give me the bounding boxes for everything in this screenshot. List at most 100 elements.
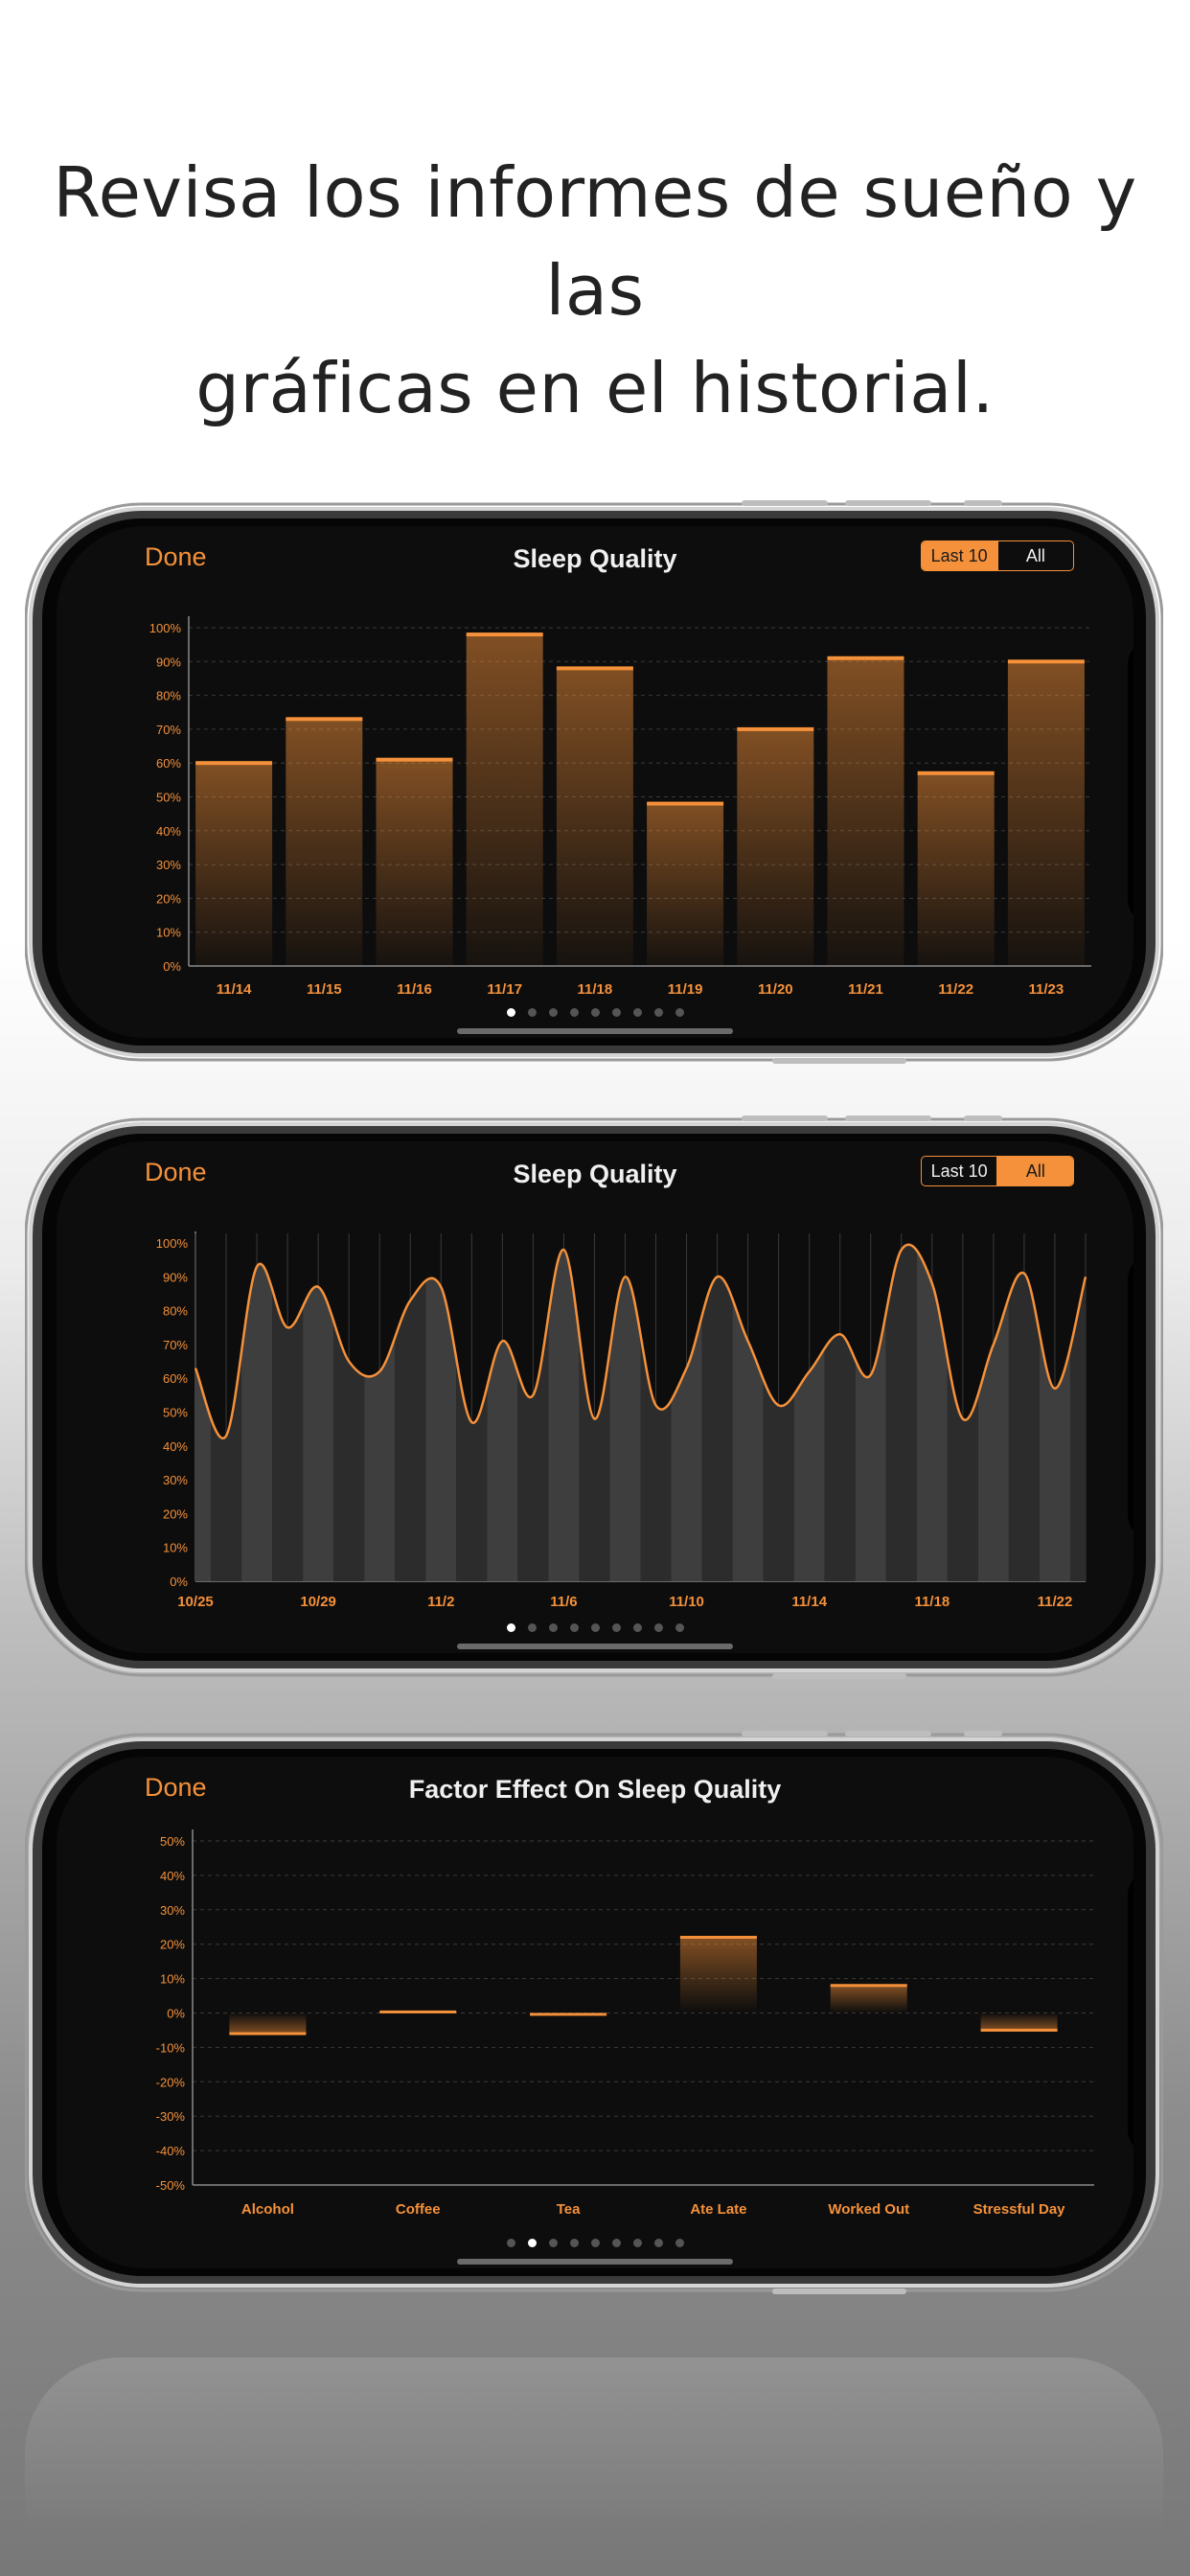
page-dot[interactable]: [569, 2239, 579, 2247]
page-indicator[interactable]: [57, 1008, 1133, 1017]
bezel-outer-edge: [25, 502, 1163, 1062]
page-dot[interactable]: [632, 1623, 642, 1632]
y-tick-label: 20%: [156, 891, 181, 906]
area-column: [425, 1244, 457, 1581]
y-tick-label: 10%: [163, 1541, 188, 1555]
page-dot[interactable]: [506, 2239, 515, 2247]
segment-all[interactable]: All: [1025, 545, 1045, 565]
page-dot[interactable]: [590, 1008, 600, 1017]
home-indicator[interactable]: [457, 1028, 733, 1034]
x-tick-label: 11/10: [669, 1594, 704, 1610]
bar: [827, 657, 904, 966]
home-indicator[interactable]: [457, 1644, 733, 1649]
page-dot[interactable]: [527, 1623, 537, 1632]
bar: [195, 763, 273, 966]
x-tick-label: 11/21: [848, 981, 883, 998]
mute-switch: [964, 1731, 1002, 1736]
area-column: [916, 1244, 948, 1581]
range-segmented-control[interactable]: Last 10 All: [921, 1156, 1074, 1186]
bar: [286, 719, 363, 966]
page-dot[interactable]: [675, 1008, 684, 1017]
bezel-outer-edge: [25, 1733, 1163, 2292]
page-dot[interactable]: [527, 1008, 537, 1017]
y-tick-label: 40%: [163, 1439, 188, 1454]
y-tick-label: -20%: [156, 2075, 186, 2089]
volume-button: [742, 500, 828, 506]
page-dot[interactable]: [675, 1623, 684, 1632]
y-tick-label: 30%: [163, 1473, 188, 1487]
done-button[interactable]: Done: [145, 1158, 207, 1186]
headline-line-1: Revisa los informes de sueño y las: [53, 152, 1137, 331]
area-column: [241, 1244, 273, 1581]
page-dot[interactable]: [632, 2239, 642, 2247]
page-dot[interactable]: [653, 1623, 663, 1632]
page-dot[interactable]: [675, 2239, 684, 2247]
area-column: [303, 1244, 334, 1581]
page-dot[interactable]: [611, 1008, 621, 1017]
page-indicator[interactable]: [57, 1623, 1133, 1632]
x-tick-label: 10/29: [300, 1594, 336, 1610]
bar: [376, 759, 453, 966]
area-column: [885, 1244, 917, 1581]
phone-screen: 0% 10% 20% 30% 40% 50% 60% 70% 80% 90% 100% 10/25 10…: [57, 1141, 1133, 1653]
headline: Revisa los informes de sueño y las gráfi…: [0, 144, 1190, 437]
sleep-quality-bar-chart: 0% 10% 20% 30% 40% 50% 60% 70% 80% 90% 100% 11/14 11…: [149, 616, 1133, 998]
page-dot[interactable]: [548, 2239, 558, 2247]
y-tick-label: 30%: [156, 858, 181, 872]
page-dot[interactable]: [590, 1623, 600, 1632]
page-dot[interactable]: [653, 1008, 663, 1017]
page-indicator[interactable]: [57, 2239, 1133, 2247]
area-column: [1008, 1244, 1040, 1581]
page-dot[interactable]: [653, 2239, 663, 2247]
segment-last-10[interactable]: Last 10: [930, 1161, 988, 1181]
x-tick-label: 10/25: [177, 1594, 214, 1610]
bar-cap: [229, 2032, 307, 2036]
done-button[interactable]: Done: [145, 1773, 207, 1802]
bar: [830, 1985, 907, 2013]
volume-button: [845, 1116, 931, 1121]
done-button[interactable]: Done: [145, 542, 207, 571]
bar-cap: [1007, 659, 1085, 664]
y-tick-label: 70%: [163, 1338, 188, 1352]
y-tick-label: 50%: [156, 791, 181, 805]
bar: [556, 668, 633, 966]
bar: [466, 634, 543, 966]
x-tick-label: 11/6: [550, 1594, 577, 1610]
bar-cap: [376, 757, 453, 762]
headline-line-2: gráficas en el historial.: [195, 348, 995, 428]
page-dot[interactable]: [632, 1008, 642, 1017]
mute-switch: [964, 1116, 1002, 1121]
x-tick-label: Tea: [557, 2201, 581, 2218]
y-tick-label: 50%: [160, 1834, 185, 1849]
x-tick-label: Ate Late: [690, 2201, 746, 2218]
bar-cap: [379, 2010, 457, 2013]
area-fill: [195, 1244, 1086, 1581]
page-dot[interactable]: [548, 1008, 558, 1017]
sensor-notch: [1128, 648, 1133, 916]
segment-last-10[interactable]: Last 10: [922, 541, 997, 570]
page-dot[interactable]: [527, 2239, 537, 2247]
home-indicator[interactable]: [457, 2259, 733, 2265]
bezel-outer-edge: [25, 1117, 1163, 1677]
page-dot[interactable]: [569, 1008, 579, 1017]
side-button: [772, 1058, 906, 1064]
phone-reflection: [25, 2358, 1163, 2576]
x-tick-label: 11/20: [758, 981, 793, 998]
bar: [917, 772, 995, 966]
page-dot[interactable]: [506, 1008, 515, 1017]
page-dot[interactable]: [548, 1623, 558, 1632]
x-tick-label: 11/17: [487, 981, 522, 998]
page-dot[interactable]: [569, 1623, 579, 1632]
page-dot[interactable]: [506, 1623, 515, 1632]
phone-screen: 0% 10% 20% 30% 40% 50% 60% 70% 80% 90% 100% 11/14 11…: [57, 526, 1133, 1038]
page-dot[interactable]: [611, 2239, 621, 2247]
page-dot[interactable]: [611, 1623, 621, 1632]
screen-title: Sleep Quality: [513, 544, 677, 573]
segment-all[interactable]: All: [997, 1157, 1073, 1185]
y-tick-label: -10%: [156, 2040, 186, 2055]
y-tick-label: 100%: [149, 621, 182, 635]
bar: [980, 2012, 1058, 2031]
factor-effect-bar-chart: -50% -40% -30% -20% -10% 0% 10% 20% 30% 40% 50% Alc…: [156, 1829, 1133, 2218]
page-dot[interactable]: [590, 2239, 600, 2247]
range-segmented-control[interactable]: Last 10 All: [921, 540, 1074, 571]
